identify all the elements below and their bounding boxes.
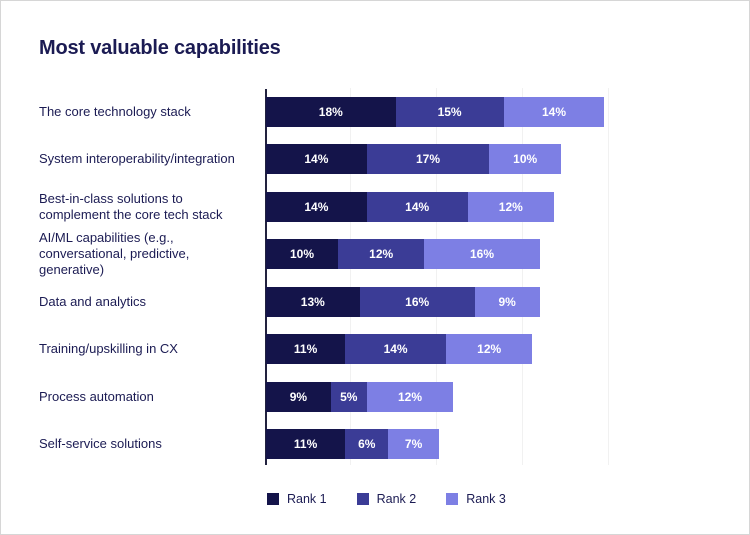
bar-segment-rank-2: 6% [345, 429, 389, 459]
segment-value-label: 17% [415, 152, 440, 166]
segment-value-label: 14% [541, 105, 566, 119]
segment-value-label: 12% [369, 247, 394, 261]
category-label: System interoperability/integration [39, 151, 235, 166]
segment-value-label: 9% [289, 390, 308, 404]
category-label: The core technology stack [39, 104, 191, 119]
segment-value-label: 13% [300, 295, 325, 309]
gridline [608, 88, 609, 465]
segment-value-label: 16% [405, 295, 430, 309]
bar-row: 9% 5% 12% [266, 382, 454, 412]
gridline [436, 88, 437, 465]
legend-swatch-rank-3 [446, 493, 459, 505]
category-label: Training/upskilling in CX [39, 341, 178, 356]
category-label: Best-in-class solutions to complement th… [39, 191, 223, 222]
legend: Rank 1 Rank 2 Rank 3 [267, 492, 506, 506]
bar-segment-rank-1: 14% [266, 192, 367, 222]
bar-segment-rank-1: 13% [266, 287, 360, 317]
gridline [522, 88, 523, 465]
category-label: AI/ML capabilities (e.g., conversational… [39, 230, 190, 277]
gridline [350, 88, 351, 465]
y-axis-line [265, 89, 267, 465]
bar-segment-rank-3: 12% [366, 382, 454, 412]
bar-segment-rank-1: 11% [266, 429, 346, 459]
bar-row: 13% 16% 9% [266, 287, 540, 317]
bar-row: 11% 6% 7% [266, 429, 439, 459]
segment-value-label: 14% [383, 342, 408, 356]
category-label: Self-service solutions [39, 436, 162, 451]
segment-value-label: 6% [358, 437, 376, 451]
bar-segment-rank-1: 9% [266, 382, 331, 412]
bar-segment-rank-2: 5% [330, 382, 367, 412]
bar-segment-rank-2: 16% [359, 287, 475, 317]
segment-value-label: 12% [477, 342, 502, 356]
category-label: Process automation [39, 389, 154, 404]
segment-value-label: 9% [498, 295, 516, 309]
segment-value-label: 15% [437, 105, 462, 119]
segment-value-label: 14% [304, 200, 329, 214]
bar-segment-rank-3: 14% [503, 97, 605, 127]
legend-item: Rank 1 [267, 492, 327, 506]
legend-swatch-rank-1 [267, 493, 279, 505]
bar-row: 14% 17% 10% [266, 144, 562, 174]
bar-segment-rank-2: 14% [345, 334, 446, 364]
segment-value-label: 10% [513, 152, 538, 166]
category-label: Data and analytics [39, 294, 146, 309]
bar-segment-rank-2: 14% [366, 192, 468, 222]
legend-item: Rank 2 [356, 492, 417, 506]
segment-value-label: 14% [304, 152, 329, 166]
bar-segment-rank-3: 12% [467, 192, 554, 222]
chart-title: Most valuable capabilities [39, 37, 281, 59]
bar-segment-rank-1: 18% [266, 97, 396, 127]
bar-segment-rank-3: 9% [474, 287, 540, 317]
bar-row: 11% 14% 12% [266, 334, 533, 364]
segment-value-label: 12% [498, 200, 523, 214]
segment-value-label: 16% [469, 247, 494, 261]
bar-segment-rank-1: 14% [266, 144, 367, 174]
segment-value-label: 11% [293, 342, 318, 356]
bar-row: 10% 12% 16% [266, 239, 540, 269]
gridlines-layer [266, 88, 716, 465]
legend-label: Rank 1 [287, 492, 327, 506]
legend-swatch-rank-2 [356, 493, 369, 505]
segment-value-label: 11% [293, 437, 318, 451]
legend-item: Rank 3 [446, 492, 506, 506]
segment-value-label: 5% [340, 390, 358, 404]
bar-segment-rank-3: 12% [445, 334, 533, 364]
segment-value-label: 14% [405, 200, 430, 214]
legend-label: Rank 2 [376, 492, 417, 506]
bar-row: 18% 15% 14% [266, 97, 605, 127]
bar-segment-rank-3: 10% [489, 144, 562, 174]
bar-segment-rank-3: 7% [388, 429, 439, 459]
segment-value-label: 18% [318, 105, 343, 119]
bar-segment-rank-2: 17% [366, 144, 490, 174]
bar-segment-rank-3: 16% [424, 239, 540, 269]
bar-row: 14% 14% 12% [266, 192, 554, 222]
bar-segment-rank-2: 15% [395, 97, 504, 127]
segment-value-label: 12% [397, 390, 422, 404]
segment-value-label: 10% [289, 247, 315, 261]
bar-segment-rank-2: 12% [338, 239, 425, 269]
segment-value-label: 7% [404, 437, 423, 451]
legend-label: Rank 3 [466, 492, 506, 506]
bar-segment-rank-1: 11% [266, 334, 346, 364]
bar-segment-rank-1: 10% [266, 239, 338, 269]
